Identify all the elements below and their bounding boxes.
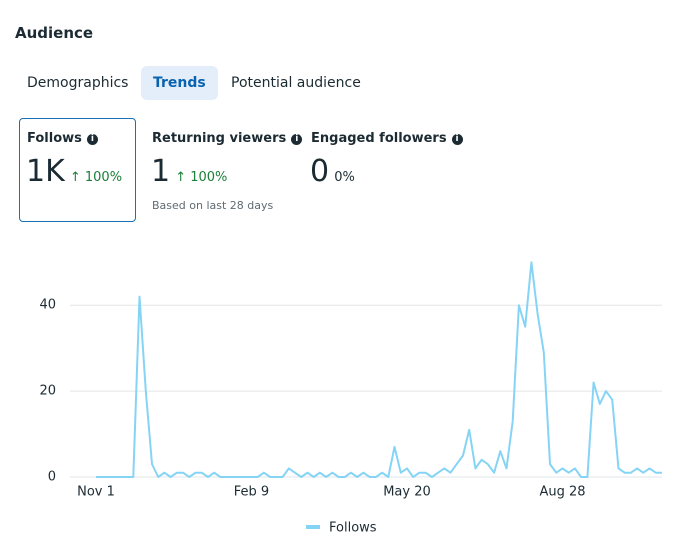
- metric-change: 100%: [84, 170, 123, 185]
- tab[interactable]: Demographics: [27, 75, 129, 91]
- metric-change: 0%: [334, 170, 355, 185]
- tab[interactable]: Potential audience: [231, 75, 361, 91]
- metric-value: 1: [151, 154, 171, 189]
- metric-label: Engaged followers: [311, 131, 447, 146]
- x-tick-label: Nov 1: [77, 485, 115, 500]
- metric-note: Based on last 28 days: [152, 199, 274, 212]
- tab-active[interactable]: Trends: [141, 66, 218, 100]
- info-icon[interactable]: i: [291, 134, 303, 145]
- x-tick-label: Aug 28: [539, 485, 585, 500]
- x-tick-label: Feb 9: [234, 485, 269, 500]
- x-tick-label: May 20: [383, 485, 431, 500]
- y-tick-label: 0: [48, 470, 56, 485]
- metric-value: 0: [310, 154, 330, 189]
- metric-label: Returning viewers: [152, 131, 287, 146]
- metric-label: Follows: [27, 131, 82, 146]
- metric-value: 1K: [26, 154, 65, 189]
- series-line: [96, 261, 662, 478]
- y-tick-label: 40: [39, 298, 56, 313]
- y-tick-label: 20: [39, 384, 56, 399]
- info-icon[interactable]: i: [451, 134, 463, 145]
- section-title: Audience: [15, 24, 94, 42]
- metric-change: 100%: [190, 170, 228, 185]
- selected-card[interactable]: [19, 118, 136, 222]
- info-icon[interactable]: i: [86, 134, 98, 145]
- legend-label: Follows: [329, 521, 377, 536]
